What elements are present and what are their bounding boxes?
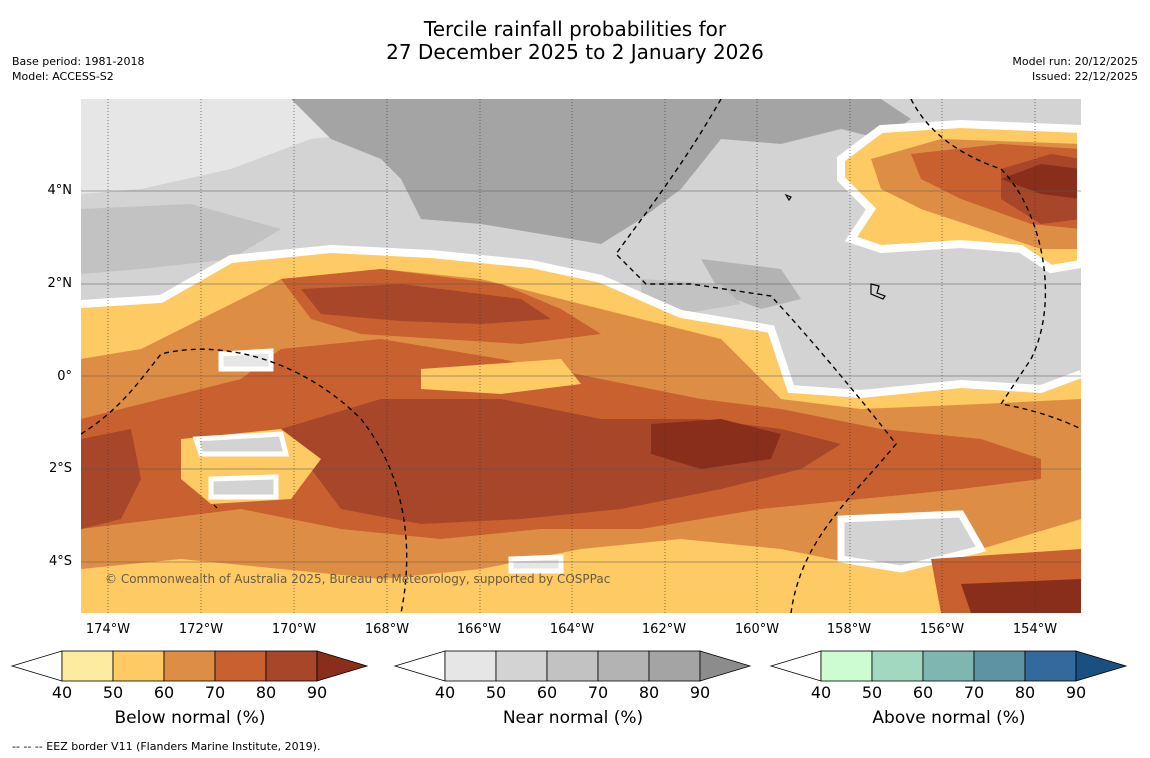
below-normal-se-90 [961, 579, 1081, 613]
tercile-boundary-south [81, 244, 1081, 399]
colorbar-near-tick: 40 [435, 683, 455, 698]
latitude-label: 4°N [47, 183, 73, 198]
colorbar-near-segment [495, 650, 548, 682]
colorbar-below-segment [265, 650, 318, 682]
tercile-boundary-ne [837, 119, 1081, 274]
colorbar-above-under-arrow [769, 650, 822, 682]
latitude-label: 2°N [47, 276, 73, 291]
base-period: Base period: 1981-2018 [12, 55, 145, 68]
colorbar-below-tick: 40 [52, 683, 72, 698]
colorbar-near-under-arrow [393, 650, 446, 682]
colorbar-near-tick: 70 [588, 683, 608, 698]
near-normal-pocket-1 [192, 431, 290, 457]
longitude-label: 154°W [1012, 622, 1058, 637]
colorbar-above-segment [1024, 650, 1077, 682]
longitude-label: 158°W [826, 622, 872, 637]
longitude-label: 172°W [178, 622, 224, 637]
base-info: Base period: 1981-2018 Model: ACCESS-S2 [12, 54, 144, 84]
colorbar-below-segment [112, 650, 165, 682]
colorbar-near-title: Near normal (%) [502, 708, 644, 728]
colorbar-below-tick: 70 [205, 683, 225, 698]
title-line-2: 27 December 2025 to 2 January 2026 [386, 40, 764, 64]
colorbar-below-tick: 80 [256, 683, 276, 698]
colorbar-below-tick: 90 [307, 683, 327, 698]
near-normal-pocket-4 [218, 348, 274, 372]
below-normal-west-80 [81, 429, 141, 529]
colorbar-near-tick: 60 [537, 683, 557, 698]
model-run-date: Model run: 20/12/2025 [1012, 55, 1138, 68]
below-normal-north-80 [301, 284, 551, 324]
colorbar-above-segment [871, 650, 924, 682]
longitude-label: 166°W [456, 622, 502, 637]
latitude-label: 4°S [48, 554, 72, 569]
eez-borders [81, 99, 1081, 613]
colorbar-near-tick: 90 [690, 683, 710, 698]
longitude-label: 174°W [85, 622, 131, 637]
below-normal-south-90 [651, 419, 781, 469]
colorbar-near-over-arrow [699, 650, 752, 682]
colorbar-above-tick: 50 [862, 683, 882, 698]
latitude-label: 0° [57, 369, 72, 384]
colorbar-below-over-arrow [316, 650, 369, 682]
below-normal-ne-90 [1001, 164, 1081, 199]
colorbar-below-tick: 50 [103, 683, 123, 698]
colorbar-near-segment [546, 650, 599, 682]
colorbar-above-over-arrow [1075, 650, 1128, 682]
latitude-label: 2°S [48, 461, 72, 476]
colorbar-above-tick: 90 [1066, 683, 1086, 698]
longitude-label: 156°W [919, 622, 965, 637]
longitude-label: 168°W [364, 622, 410, 637]
chart-title: Tercile rainfall probabilities for 27 De… [0, 18, 1150, 64]
colorbar-above-segment [973, 650, 1026, 682]
longitude-label: 160°W [734, 622, 780, 637]
colorbar-below-under-arrow [10, 650, 63, 682]
colorbar-near-tick: 50 [486, 683, 506, 698]
colorbar-near-segment [597, 650, 650, 682]
near-normal-pocket-3 [508, 554, 564, 574]
colorbar-below-segment [61, 650, 114, 682]
colorbar-above-title: Above normal (%) [872, 708, 1026, 728]
colorbar-above-tick: 40 [811, 683, 831, 698]
colorbar-below-segment [163, 650, 216, 682]
colorbar-below-segment [214, 650, 267, 682]
near-normal-pocket-2 [208, 474, 279, 500]
colorbar-below-tick: 60 [154, 683, 174, 698]
run-info: Model run: 20/12/2025 Issued: 22/12/2025 [1012, 54, 1138, 84]
longitude-label: 162°W [641, 622, 687, 637]
copyright-notice: © Commonwealth of Australia 2025, Bureau… [105, 572, 611, 586]
issued-date: Issued: 22/12/2025 [1031, 70, 1138, 83]
title-line-1: Tercile rainfall probabilities for [423, 17, 727, 41]
below-normal-pocket-50-2 [421, 359, 581, 394]
eez-legend-note: -- -- -- EEZ border V11 (Flanders Marine… [12, 740, 321, 753]
longitude-label: 164°W [549, 622, 595, 637]
colorbar-above-tick: 60 [913, 683, 933, 698]
latitude-gridlines [81, 190, 1081, 563]
colorbar-near-segment [444, 650, 497, 682]
model-name: Model: ACCESS-S2 [12, 70, 114, 83]
colorbar-above-segment [820, 650, 873, 682]
forecast-map [81, 99, 1081, 613]
colorbar-below-title: Below normal (%) [114, 708, 266, 728]
near-normal-80-region [291, 99, 911, 244]
colorbar-above-segment [922, 650, 975, 682]
colorbar-above-tick: 80 [1015, 683, 1035, 698]
longitude-label: 170°W [271, 622, 317, 637]
islands [213, 193, 886, 509]
colorbar-above-tick: 70 [964, 683, 984, 698]
colorbar-near-segment [648, 650, 701, 682]
map-canvas [81, 99, 1081, 613]
colorbar-near-tick: 80 [639, 683, 659, 698]
colorbar-legends: 40 50 60 70 80 90 40 50 60 70 80 90 40 50 60 70 80 90 [10, 650, 1128, 698]
